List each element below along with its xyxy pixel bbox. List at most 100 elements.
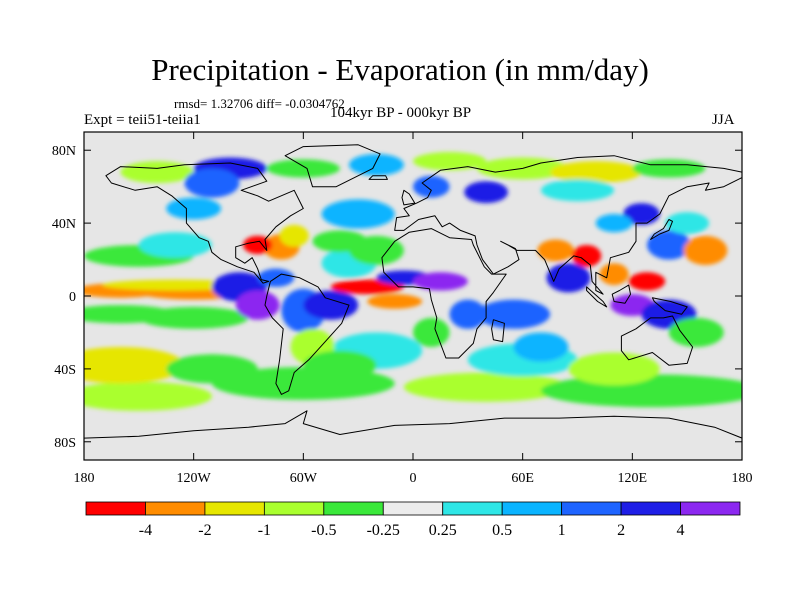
anomaly-region (166, 197, 222, 220)
colorbar-label: -2 (198, 522, 211, 539)
colorbar-swatch (442, 501, 503, 516)
lat-tick-label: 80S (54, 436, 76, 451)
coastline-greenland (284, 144, 381, 188)
coastline-antarctica (84, 410, 742, 439)
anomaly-region (235, 290, 280, 320)
lat-tick-label: 40N (52, 217, 76, 232)
anomaly-region (449, 299, 487, 329)
lon-tick-label: 0 (410, 471, 417, 486)
colorbar-swatch (85, 501, 146, 516)
anomaly-region (546, 263, 591, 293)
anomaly-region (321, 199, 395, 229)
anomaly-region (84, 381, 212, 411)
coastline-borneo (611, 284, 631, 304)
coastlines (84, 144, 742, 439)
anomaly-region (540, 374, 742, 408)
colorbar-swatch (501, 501, 563, 516)
coastline-iceland (368, 175, 388, 180)
anomaly-region (120, 161, 194, 184)
experiment-label: Expt = teii51-teiia1 (84, 112, 201, 128)
colorbar-label: 0.25 (429, 522, 457, 539)
anomaly-region (646, 230, 691, 260)
anomaly-region (595, 214, 633, 233)
anomaly-region (683, 235, 728, 266)
colorbar-swatch (680, 501, 741, 516)
anomaly-region (403, 372, 569, 402)
lon-tick-label: 120W (177, 471, 212, 486)
coastline-british-isles (401, 189, 416, 206)
anomaly-region (599, 263, 629, 286)
coastline-australia (620, 315, 694, 366)
coastline-eurasia (394, 155, 742, 295)
colorbar: -4 -2 -1 -0.5 -0.25 0.25 0.5 1 2 4 (85, 501, 741, 539)
coastline-japan (650, 219, 673, 240)
anomaly-region (184, 168, 240, 198)
anomaly-region (138, 306, 249, 329)
anomaly-region (243, 235, 273, 255)
anomaly-region (413, 175, 450, 198)
lon-tick-label: 180 (732, 471, 753, 486)
anomaly-region (476, 299, 551, 329)
anomaly-region (330, 279, 404, 295)
coastline-madagascar (491, 319, 505, 343)
colorbar-label: 4 (677, 522, 685, 539)
anomaly-region (550, 161, 642, 184)
anomaly-region (349, 153, 404, 176)
anomaly-region (367, 294, 423, 309)
anomaly-region (623, 203, 660, 225)
anomaly-region (628, 272, 666, 291)
anomaly-region (84, 347, 185, 384)
colorbar-label: -0.25 (367, 522, 400, 539)
colorbar-swatch (263, 501, 325, 516)
lat-tick-label: 0 (69, 290, 76, 305)
map-layer (84, 132, 742, 460)
anomaly-region (665, 212, 710, 235)
lon-tick-label: 180 (74, 471, 95, 486)
colorbar-swatch (204, 501, 265, 516)
lon-tick-label: 60E (511, 471, 534, 486)
coastline-sumatra (586, 286, 608, 308)
lon-tick-label: 120E (618, 471, 648, 486)
anomaly-region (303, 350, 377, 380)
colorbar-swatch (620, 501, 681, 516)
season-label: JJA (712, 112, 735, 128)
chart-title: Precipitation - Evaporation (in mm/day) (151, 52, 649, 87)
anomaly-region (303, 290, 359, 320)
stats-label: rmsd= 1.32706 diff= -0.0304762 (174, 96, 345, 111)
colorbar-swatch (145, 501, 206, 516)
anomaly-region (279, 224, 309, 247)
anomaly-region (572, 244, 602, 267)
anomaly-region (413, 317, 450, 348)
anomaly-region (513, 332, 569, 362)
lat-tick-label: 40S (54, 363, 76, 378)
colorbar-swatch (382, 501, 444, 516)
anomaly-region (102, 279, 249, 291)
period-label: 104kyr BP - 000kyr BP (330, 105, 472, 121)
field-layer (84, 132, 742, 460)
colorbar-label: 2 (617, 522, 625, 539)
anomaly-blobs (84, 152, 742, 411)
anomaly-region (138, 232, 212, 258)
colorbar-label: -0.5 (311, 522, 336, 539)
colorbar-label: -4 (139, 522, 152, 539)
anomaly-region (537, 239, 574, 262)
colorbar-label: 0.5 (492, 522, 512, 539)
anomaly-region (413, 272, 468, 291)
anomaly-region (540, 179, 615, 202)
colorbar-swatch (561, 501, 622, 516)
anomaly-region (668, 317, 724, 348)
anomaly-region (632, 159, 706, 178)
anomaly-region (166, 354, 258, 384)
coastline-south-america (264, 273, 350, 395)
axis-layer: 80N 40N 0 40S 80S 180 120W 60W 0 60E 120E 180 (52, 131, 753, 486)
coastline-new-guinea (651, 297, 688, 315)
colorbar-swatch (323, 501, 384, 516)
anomaly-region (464, 181, 509, 204)
lat-tick-label: 80N (52, 144, 76, 159)
lon-tick-label: 60W (290, 471, 318, 486)
anomaly-region (568, 352, 660, 386)
anomaly-region (266, 159, 340, 178)
colorbar-label: -1 (258, 522, 271, 539)
colorbar-label: 1 (558, 522, 566, 539)
